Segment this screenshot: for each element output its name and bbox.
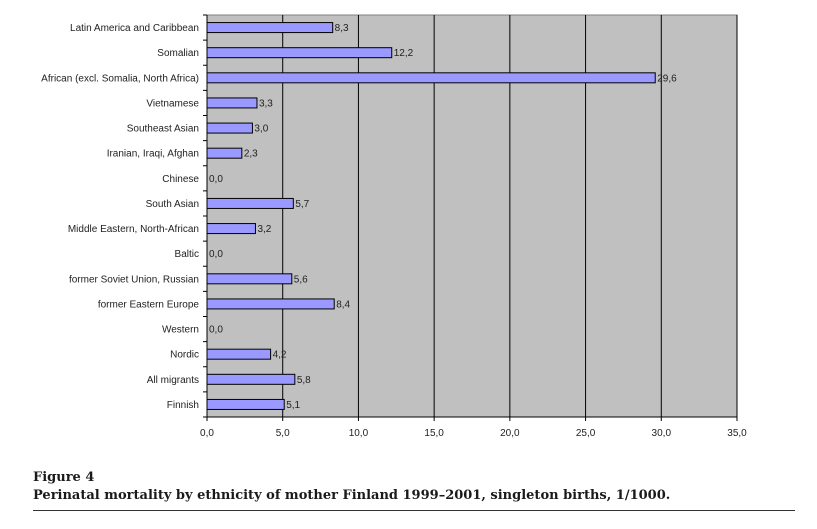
caption-divider (33, 510, 795, 511)
bar (206, 398, 285, 410)
bar (206, 298, 335, 310)
data-label: 3,2 (257, 224, 271, 235)
data-label: 5,7 (295, 199, 309, 210)
bar (206, 223, 256, 235)
category-label: African (excl. Somalia, North Africa) (41, 73, 199, 84)
x-tick-label: 15,0 (424, 428, 444, 439)
category-label: Western (162, 325, 199, 336)
figure-label: Figure 4 (33, 470, 95, 485)
bar (206, 197, 294, 209)
bar (206, 97, 258, 109)
x-tick-label: 5,0 (276, 428, 290, 439)
category-label: former Soviet Union, Russian (69, 274, 199, 285)
category-label: All migrants (147, 375, 199, 386)
bar (206, 72, 656, 84)
category-label: Vietnamese (146, 98, 199, 109)
category-label: South Asian (146, 199, 199, 210)
category-label: Baltic (175, 249, 199, 260)
category-label: former Eastern Europe (98, 299, 200, 310)
x-tick-label: 0,0 (200, 428, 214, 439)
x-tick-label: 30,0 (652, 428, 672, 439)
category-label: Chinese (162, 174, 199, 185)
category-label: Iranian, Iraqi, Afghan (107, 149, 199, 160)
data-label: 5,1 (286, 400, 300, 411)
data-label: 3,0 (254, 124, 268, 135)
category-label: Somalian (157, 48, 199, 59)
data-label: 29,6 (657, 73, 677, 84)
category-label: Middle Eastern, North-African (68, 224, 199, 235)
x-tick-label: 10,0 (349, 428, 369, 439)
x-tick-label: 20,0 (500, 428, 520, 439)
category-label: Nordic (170, 350, 199, 361)
figure-title: Perinatal mortality by ethnicity of moth… (33, 488, 671, 503)
bar (206, 348, 272, 360)
bar (206, 122, 253, 134)
bar (206, 47, 393, 59)
data-label: 12,2 (394, 48, 414, 59)
data-label: 0,0 (209, 174, 223, 185)
bar (206, 147, 243, 159)
bar (206, 22, 334, 34)
bar (206, 373, 296, 385)
x-tick-label: 35,0 (727, 428, 747, 439)
data-label: 0,0 (209, 325, 223, 336)
x-tick-label: 25,0 (576, 428, 596, 439)
data-label: 8,4 (336, 299, 350, 310)
category-label: Southeast Asian (127, 124, 199, 135)
data-label: 5,6 (294, 274, 308, 285)
data-label: 4,2 (273, 350, 287, 361)
data-label: 8,3 (335, 23, 349, 34)
category-label: Latin America and Caribbean (70, 23, 199, 34)
data-label: 5,8 (297, 375, 311, 386)
bar (206, 273, 293, 285)
category-label: Finnish (167, 400, 199, 411)
data-label: 3,3 (259, 98, 273, 109)
data-label: 2,3 (244, 149, 258, 160)
data-label: 0,0 (209, 249, 223, 260)
